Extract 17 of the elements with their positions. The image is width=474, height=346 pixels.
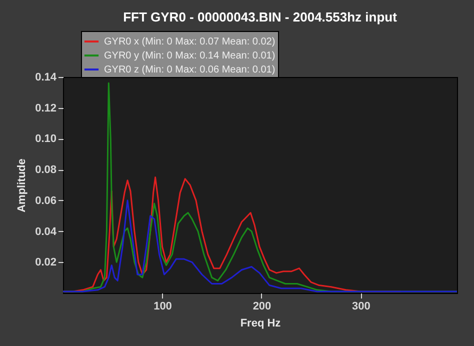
- line-series: [62, 200, 458, 292]
- y-tick-label: 0.02: [35, 256, 56, 269]
- legend-label: GYR0 z (Min: 0 Max: 0.06 Mean: 0.01): [104, 64, 276, 76]
- y-tick-label: 0.04: [35, 226, 58, 238]
- x-tick-label: 200: [252, 300, 272, 312]
- y-axis-title: Amplitude: [16, 158, 28, 212]
- x-axis-title: Freq Hz: [240, 318, 282, 330]
- y-tick-label: 0.14: [35, 72, 58, 84]
- y-tick-label: 0.12: [35, 102, 56, 114]
- legend-label: GYR0 y (Min: 0 Max: 0.14 Mean: 0.01): [104, 50, 276, 62]
- chart-title: FFT GYR0 - 00000043.BIN - 2004.553hz input: [123, 10, 398, 24]
- y-tick-label: 0.10: [35, 133, 56, 146]
- legend-label: GYR0 x (Min: 0 Max: 0.07 Mean: 0.02): [104, 36, 276, 48]
- y-tick-label: 0.06: [35, 194, 56, 207]
- y-tick-label: 0.08: [35, 164, 56, 176]
- x-tick-label: 100: [154, 300, 172, 312]
- x-tick-label: 300: [352, 300, 370, 312]
